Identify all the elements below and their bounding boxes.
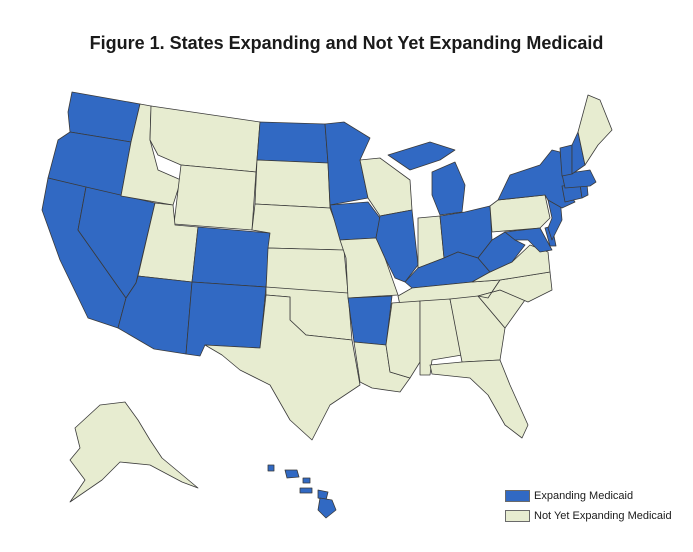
state-ks[interactable] [265,247,349,294]
state-fl[interactable] [429,359,529,439]
legend-item-expanding: Expanding Medicaid [505,488,633,504]
legend-item-not-expanding: Not Yet Expanding Medicaid [505,508,672,524]
legend-swatch-expanding [505,490,530,502]
states-layer [41,91,613,519]
state-nd[interactable] [256,121,329,164]
state-me[interactable] [577,94,613,166]
state-wy[interactable] [173,164,257,231]
figure-title: Figure 1. States Expanding and Not Yet E… [89,33,604,53]
state-ms[interactable] [385,300,421,379]
state-mt[interactable] [149,105,261,173]
state-co[interactable] [191,226,271,288]
state-md[interactable] [504,227,553,253]
state-vt[interactable] [559,144,573,177]
state-il[interactable] [375,209,419,283]
legend-label-not-expanding: Not Yet Expanding Medicaid [534,510,672,522]
state-hi[interactable] [267,464,337,519]
state-pa[interactable] [489,194,551,233]
legend-label-expanding: Expanding Medicaid [534,490,634,502]
state-wv[interactable] [477,231,526,273]
state-nm[interactable] [185,281,267,357]
state-ak[interactable] [69,401,199,503]
legend-swatch-not-expanding [505,510,530,522]
state-sd[interactable] [254,159,331,209]
state-tx[interactable] [204,294,361,441]
state-ga[interactable] [449,295,506,363]
state-mi[interactable] [387,141,466,216]
state-ar[interactable] [347,295,393,346]
